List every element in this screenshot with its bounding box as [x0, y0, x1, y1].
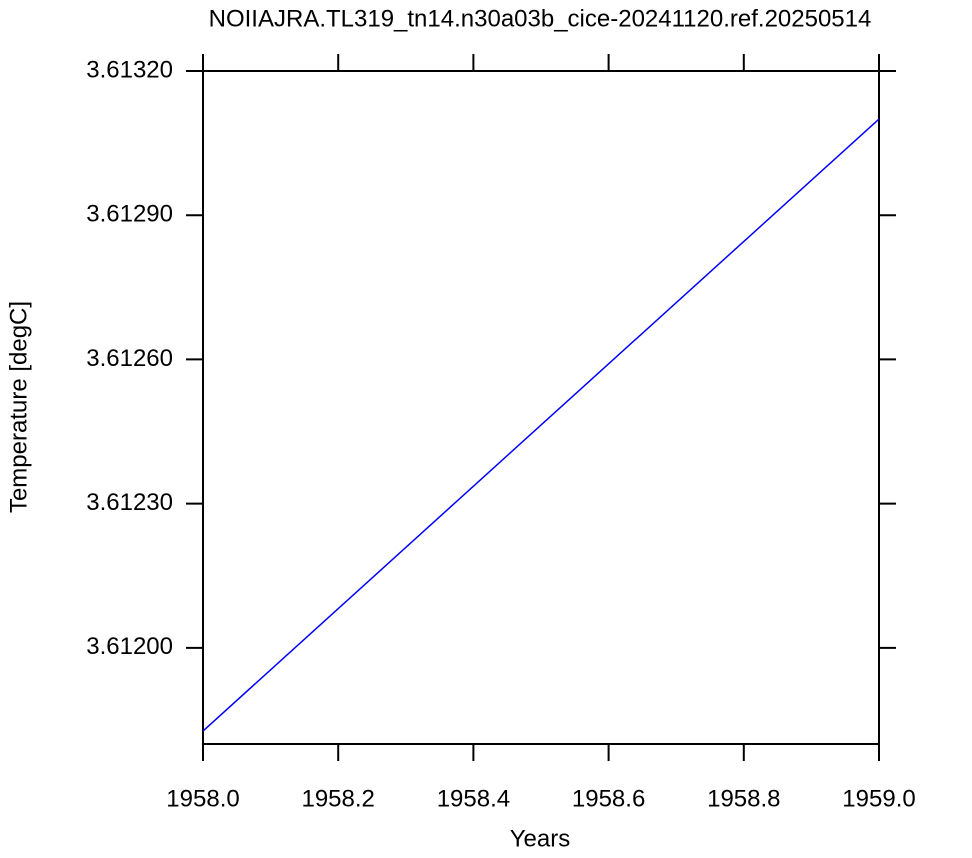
plot-frame — [202, 70, 880, 745]
y-tick-label: 3.61200 — [86, 633, 173, 660]
x-axis-label: Years — [510, 825, 571, 852]
y-tick-label: 3.61260 — [86, 345, 173, 372]
x-tick-label: 1958.8 — [707, 785, 780, 812]
x-tick-label: 1958.4 — [437, 785, 510, 812]
y-tick-label: 3.61290 — [86, 201, 173, 228]
y-tick-label: 3.61320 — [86, 56, 173, 83]
chart-title: NOIIAJRA.TL319_tn14.n30a03b_cice-2024112… — [209, 5, 872, 32]
x-tick-label: 1958.0 — [166, 785, 239, 812]
data-line — [202, 118, 880, 732]
x-tick-label: 1958.2 — [301, 785, 374, 812]
x-tick-label: 1959.0 — [842, 785, 915, 812]
y-axis-label: Temperature [degC] — [5, 301, 32, 513]
x-tick-label: 1958.6 — [572, 785, 645, 812]
y-tick-label: 3.61230 — [86, 489, 173, 516]
